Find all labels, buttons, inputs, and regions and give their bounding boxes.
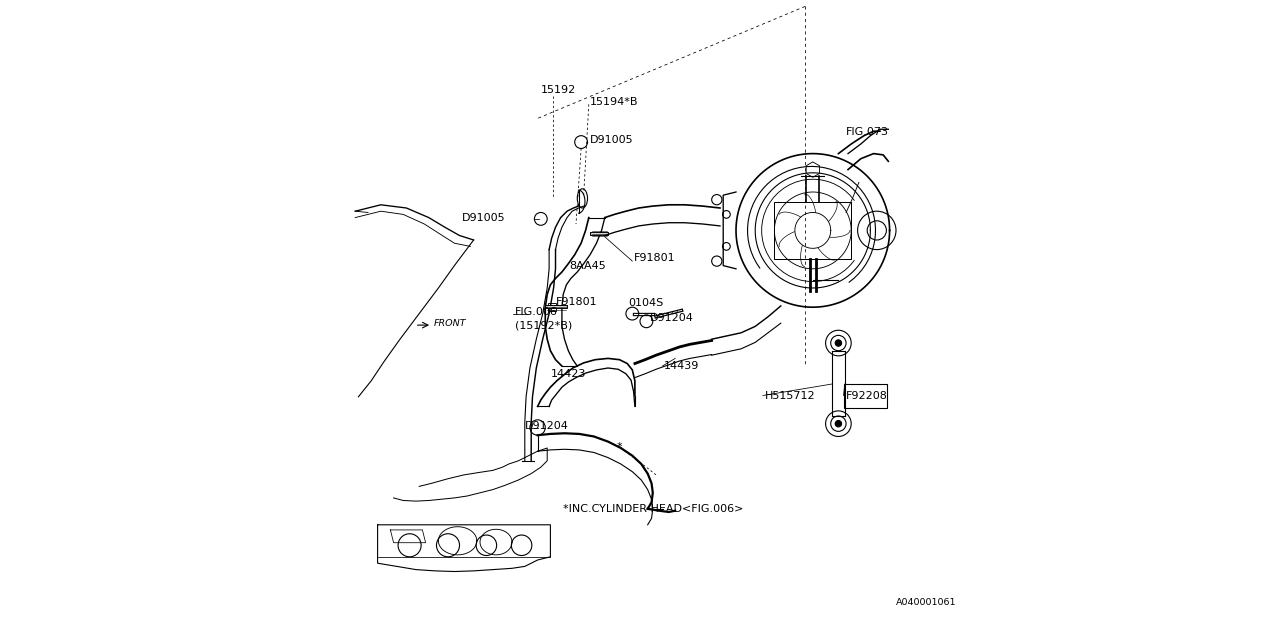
Circle shape bbox=[836, 340, 842, 346]
Text: D91005: D91005 bbox=[590, 134, 634, 145]
Text: FIG.073: FIG.073 bbox=[846, 127, 890, 138]
Text: 0104S: 0104S bbox=[628, 298, 664, 308]
Text: A040001061: A040001061 bbox=[896, 598, 956, 607]
Text: F91801: F91801 bbox=[634, 253, 676, 263]
Text: D91204: D91204 bbox=[525, 420, 568, 431]
Bar bbox=[548, 303, 556, 311]
Text: *INC.CYLINDER HEAD<FIG.006>: *INC.CYLINDER HEAD<FIG.006> bbox=[563, 504, 744, 514]
Bar bbox=[844, 384, 887, 408]
Text: D91204: D91204 bbox=[650, 313, 694, 323]
Text: H515712: H515712 bbox=[765, 390, 815, 401]
Text: 15192: 15192 bbox=[540, 84, 576, 95]
Text: (15192*B): (15192*B) bbox=[516, 320, 572, 330]
Text: 14439: 14439 bbox=[664, 361, 699, 371]
Text: FRONT: FRONT bbox=[434, 319, 466, 328]
Text: FIG.006: FIG.006 bbox=[516, 307, 558, 317]
Text: 15194*B: 15194*B bbox=[590, 97, 639, 108]
Text: D91005: D91005 bbox=[462, 212, 506, 223]
Text: F91801: F91801 bbox=[556, 297, 598, 307]
Text: F92208: F92208 bbox=[846, 390, 888, 401]
Circle shape bbox=[836, 420, 842, 427]
Text: *: * bbox=[617, 442, 622, 452]
Bar bbox=[774, 202, 851, 259]
Text: 14423: 14423 bbox=[550, 369, 586, 380]
Text: 8AA45: 8AA45 bbox=[570, 260, 607, 271]
